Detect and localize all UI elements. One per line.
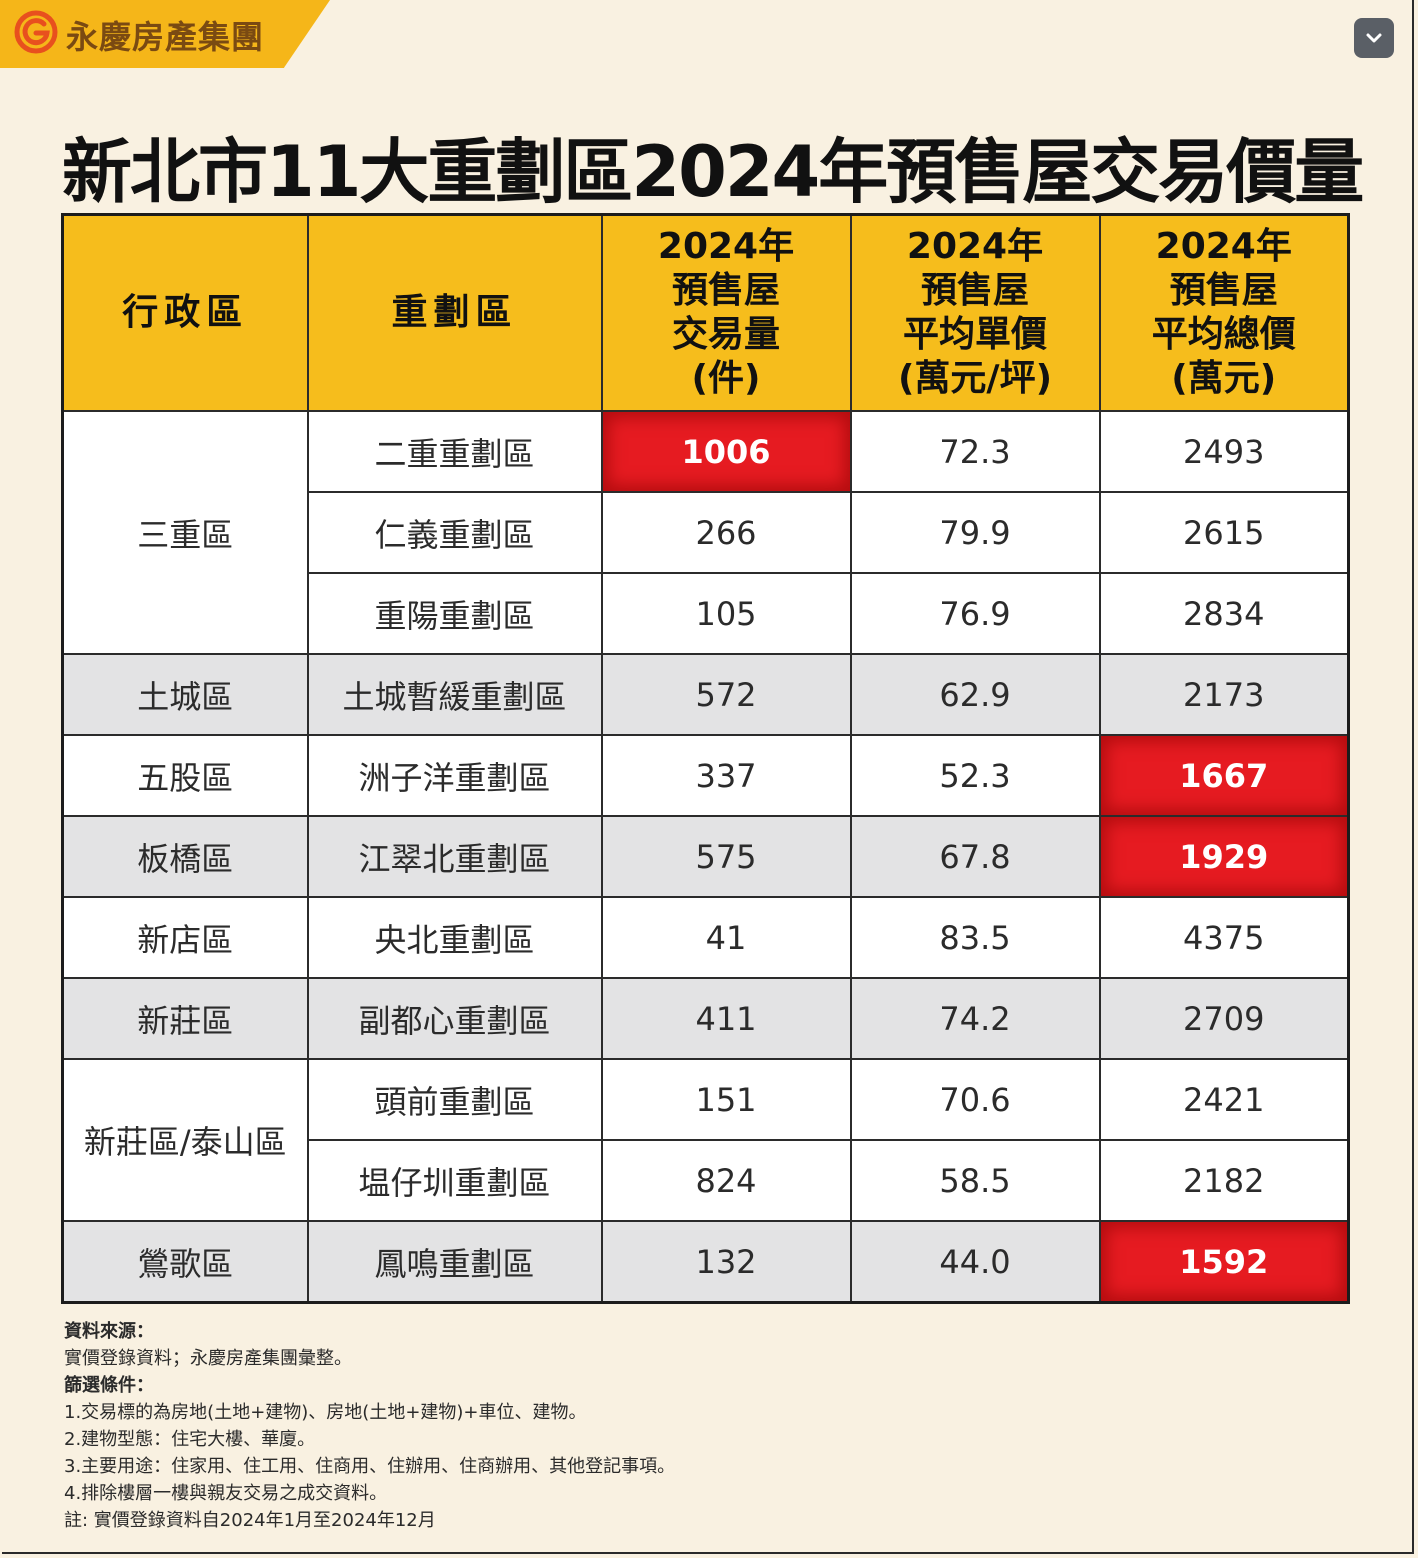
- zone-cell: 二重重劃區: [306, 410, 603, 493]
- volume-cell: 105: [600, 572, 852, 655]
- source-heading: 資料來源：: [64, 1321, 154, 1342]
- zone-cell: 土城暫緩重劃區: [306, 653, 603, 736]
- footnote: 註: 實價登錄資料自2024年1月至2024年12月: [64, 1510, 436, 1531]
- unit-price-cell: 74.2: [849, 977, 1101, 1060]
- zone-cell: 塭仔圳重劃區: [306, 1139, 603, 1222]
- unit-price-cell: 52.3: [849, 734, 1101, 817]
- total-price-cell: 2709: [1098, 977, 1350, 1060]
- table-row: 板橋區 江翠北重劃區 575 67.8 1929: [61, 815, 1350, 898]
- district-cell: 新莊區/泰山區: [61, 1058, 309, 1222]
- total-price-cell: 2834: [1098, 572, 1350, 655]
- header-district: 行政區: [61, 213, 309, 412]
- filter-item: 3.主要用途：住家用、住工用、住商用、住辦用、住商辦用、其他登記事項。: [64, 1456, 676, 1477]
- table-row: 塭仔圳重劃區 824 58.5 2182: [63, 1139, 1350, 1222]
- header-line: (萬元): [1171, 358, 1277, 399]
- header-line: 2024年: [657, 226, 795, 267]
- notes-section: 資料來源： 實價登錄資料；永慶房產集團彙整。 篩選條件： 1.交易標的為房地(土…: [64, 1318, 675, 1534]
- zone-cell: 仁義重劃區: [306, 491, 603, 574]
- zone-cell: 央北重劃區: [306, 896, 603, 979]
- volume-cell: 572: [600, 653, 852, 736]
- district-cell: 新店區: [61, 896, 309, 979]
- volume-cell-highlight: 1006: [600, 410, 852, 493]
- volume-cell: 575: [600, 815, 852, 898]
- price-volume-table: 行政區 重劃區 2024年 預售屋 交易量 (件) 2024年 預售屋 平均單價…: [61, 213, 1350, 1304]
- unit-price-cell: 83.5: [849, 896, 1101, 979]
- total-price-cell-highlight: 1592: [1098, 1220, 1350, 1304]
- unit-price-cell: 58.5: [849, 1139, 1101, 1222]
- table-row: 新店區 央北重劃區 41 83.5 4375: [61, 896, 1350, 979]
- table-row: 重陽重劃區 105 76.9 2834: [63, 572, 1350, 655]
- header-line: 行政區: [122, 292, 249, 333]
- header-line: 平均單價: [902, 314, 1047, 355]
- filter-item: 4.排除樓層一樓與親友交易之成交資料。: [64, 1483, 388, 1504]
- zone-cell: 副都心重劃區: [306, 977, 603, 1060]
- total-price-cell: 2615: [1098, 491, 1350, 574]
- header-total-price: 2024年 預售屋 平均總價 (萬元): [1098, 213, 1350, 412]
- unit-price-cell: 79.9: [849, 491, 1101, 574]
- zone-cell: 頭前重劃區: [306, 1058, 603, 1141]
- zone-cell: 江翠北重劃區: [306, 815, 603, 898]
- table-row: 新莊區/泰山區 頭前重劃區 151 70.6 2421: [61, 1058, 1350, 1222]
- unit-price-cell: 72.3: [849, 410, 1101, 493]
- brand-name: 永慶房產集團: [66, 18, 265, 56]
- table-row: 新莊區 副都心重劃區 411 74.2 2709: [61, 977, 1350, 1060]
- chevron-down-icon: [1366, 33, 1382, 43]
- volume-cell: 337: [600, 734, 852, 817]
- yungching-logo-icon: [14, 10, 58, 54]
- header-zone: 重劃區: [306, 213, 603, 412]
- zone-cell: 重陽重劃區: [306, 572, 603, 655]
- header-line: 2024年: [1155, 226, 1292, 267]
- header-line: (萬元/坪): [897, 358, 1053, 399]
- filter-item: 2.建物型態：住宅大樓、華廈。: [64, 1429, 316, 1450]
- header-line: 2024年: [906, 226, 1044, 267]
- district-cell: 新莊區: [61, 977, 309, 1060]
- volume-cell: 151: [600, 1058, 852, 1141]
- total-price-cell-highlight: 1667: [1098, 734, 1350, 817]
- volume-cell: 266: [600, 491, 852, 574]
- unit-price-cell: 62.9: [849, 653, 1101, 736]
- unit-price-cell: 44.0: [849, 1220, 1101, 1304]
- total-price-cell: 2182: [1098, 1139, 1350, 1222]
- header-line: (件): [691, 358, 761, 399]
- zone-cell: 鳳鳴重劃區: [306, 1220, 603, 1304]
- header-line: 重劃區: [391, 292, 518, 333]
- header-line: 預售屋: [1169, 270, 1278, 311]
- table-row: 土城區 土城暫緩重劃區 572 62.9 2173: [61, 653, 1350, 736]
- header-volume: 2024年 預售屋 交易量 (件): [600, 213, 852, 412]
- header-line: 交易量: [671, 314, 780, 355]
- table-row: 仁義重劃區 266 79.9 2615: [63, 491, 1350, 574]
- district-cell: 鶯歌區: [61, 1220, 309, 1304]
- unit-price-cell: 70.6: [849, 1058, 1101, 1141]
- district-cell: 土城區: [61, 653, 309, 736]
- table-header-row: 行政區 重劃區 2024年 預售屋 交易量 (件) 2024年 預售屋 平均單價…: [61, 213, 1350, 412]
- page-title: 新北市11大重劃區2024年預售屋交易價量: [62, 131, 1364, 213]
- header-line: 平均總價: [1151, 314, 1296, 355]
- header-line: 預售屋: [671, 270, 780, 311]
- district-cell: 五股區: [61, 734, 309, 817]
- table-row: 三重區 二重重劃區 1006 72.3 2493: [61, 410, 1350, 655]
- district-cell: 三重區: [61, 410, 309, 655]
- header-line: 預售屋: [920, 270, 1029, 311]
- filter-heading: 篩選條件：: [64, 1375, 154, 1396]
- header-unit-price: 2024年 預售屋 平均單價 (萬元/坪): [849, 213, 1101, 412]
- zone-cell: 洲子洋重劃區: [306, 734, 603, 817]
- volume-cell: 411: [600, 977, 852, 1060]
- total-price-cell: 2421: [1098, 1058, 1350, 1141]
- unit-price-cell: 67.8: [849, 815, 1101, 898]
- total-price-cell: 2493: [1098, 410, 1350, 493]
- table-row: 五股區 洲子洋重劃區 337 52.3 1667: [61, 734, 1350, 817]
- unit-price-cell: 76.9: [849, 572, 1101, 655]
- total-price-cell: 4375: [1098, 896, 1350, 979]
- table-row: 鶯歌區 鳳鳴重劃區 132 44.0 1592: [61, 1220, 1350, 1304]
- volume-cell: 41: [600, 896, 852, 979]
- district-cell: 板橋區: [61, 815, 309, 898]
- total-price-cell: 2173: [1098, 653, 1350, 736]
- total-price-cell-highlight: 1929: [1098, 815, 1350, 898]
- filter-item: 1.交易標的為房地(土地+建物)、房地(土地+建物)+車位、建物。: [64, 1402, 587, 1423]
- volume-cell: 824: [600, 1139, 852, 1222]
- collapse-button[interactable]: [1354, 18, 1394, 58]
- source-text: 實價登錄資料；永慶房產集團彙整。: [64, 1348, 352, 1369]
- volume-cell: 132: [600, 1220, 852, 1304]
